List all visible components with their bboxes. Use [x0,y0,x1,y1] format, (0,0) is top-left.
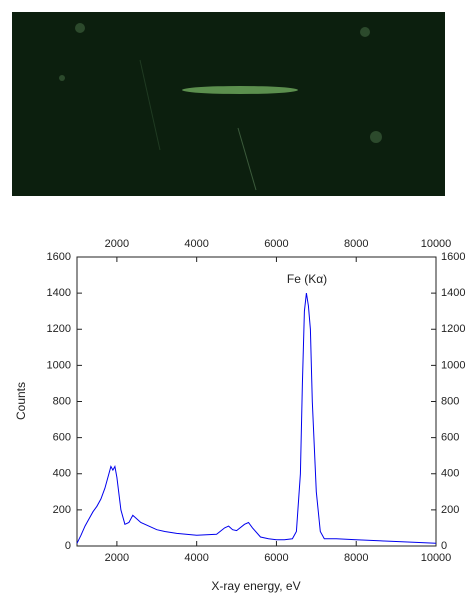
x-tick-label-top: 10000 [421,238,452,250]
plot-frame [76,256,437,547]
y-axis-title: Counts [14,382,28,420]
y-tick-label: 400 [53,468,71,480]
x-tick-label-top: 6000 [264,238,288,250]
micrograph [12,12,445,196]
x-tick-label: 8000 [344,552,368,564]
y-tick-label-right: 1200 [441,323,465,335]
spectrum-line [76,293,437,544]
x-tick-label-top: 4000 [184,238,208,250]
y-tick-label-right: 1400 [441,287,465,299]
y-tick-label-right: 0 [441,540,447,552]
x-axis-title: X-ray energy, eV [211,579,300,593]
y-tick-label-right: 600 [441,432,459,444]
x-tick-label-top: 8000 [344,238,368,250]
y-tick-label: 1000 [47,359,71,371]
y-tick-label: 800 [53,395,71,407]
x-tick-label-top: 2000 [105,238,129,250]
y-tick-label-right: 800 [441,395,459,407]
y-tick-label: 200 [53,504,71,516]
x-tick-label: 10000 [421,552,452,564]
y-tick-label-right: 200 [441,504,459,516]
y-tick-label-right: 1000 [441,359,465,371]
y-tick-label: 0 [65,540,71,552]
x-tick-label: 2000 [105,552,129,564]
y-tick-label: 1600 [47,251,71,263]
y-tick-label: 1400 [47,287,71,299]
x-tick-label: 4000 [184,552,208,564]
y-tick-label-right: 400 [441,468,459,480]
x-tick-label: 6000 [264,552,288,564]
y-tick-label: 600 [53,432,71,444]
y-tick-label-right: 1600 [441,251,465,263]
y-tick-label: 1200 [47,323,71,335]
annotation: Fe (Kα) [287,272,327,286]
